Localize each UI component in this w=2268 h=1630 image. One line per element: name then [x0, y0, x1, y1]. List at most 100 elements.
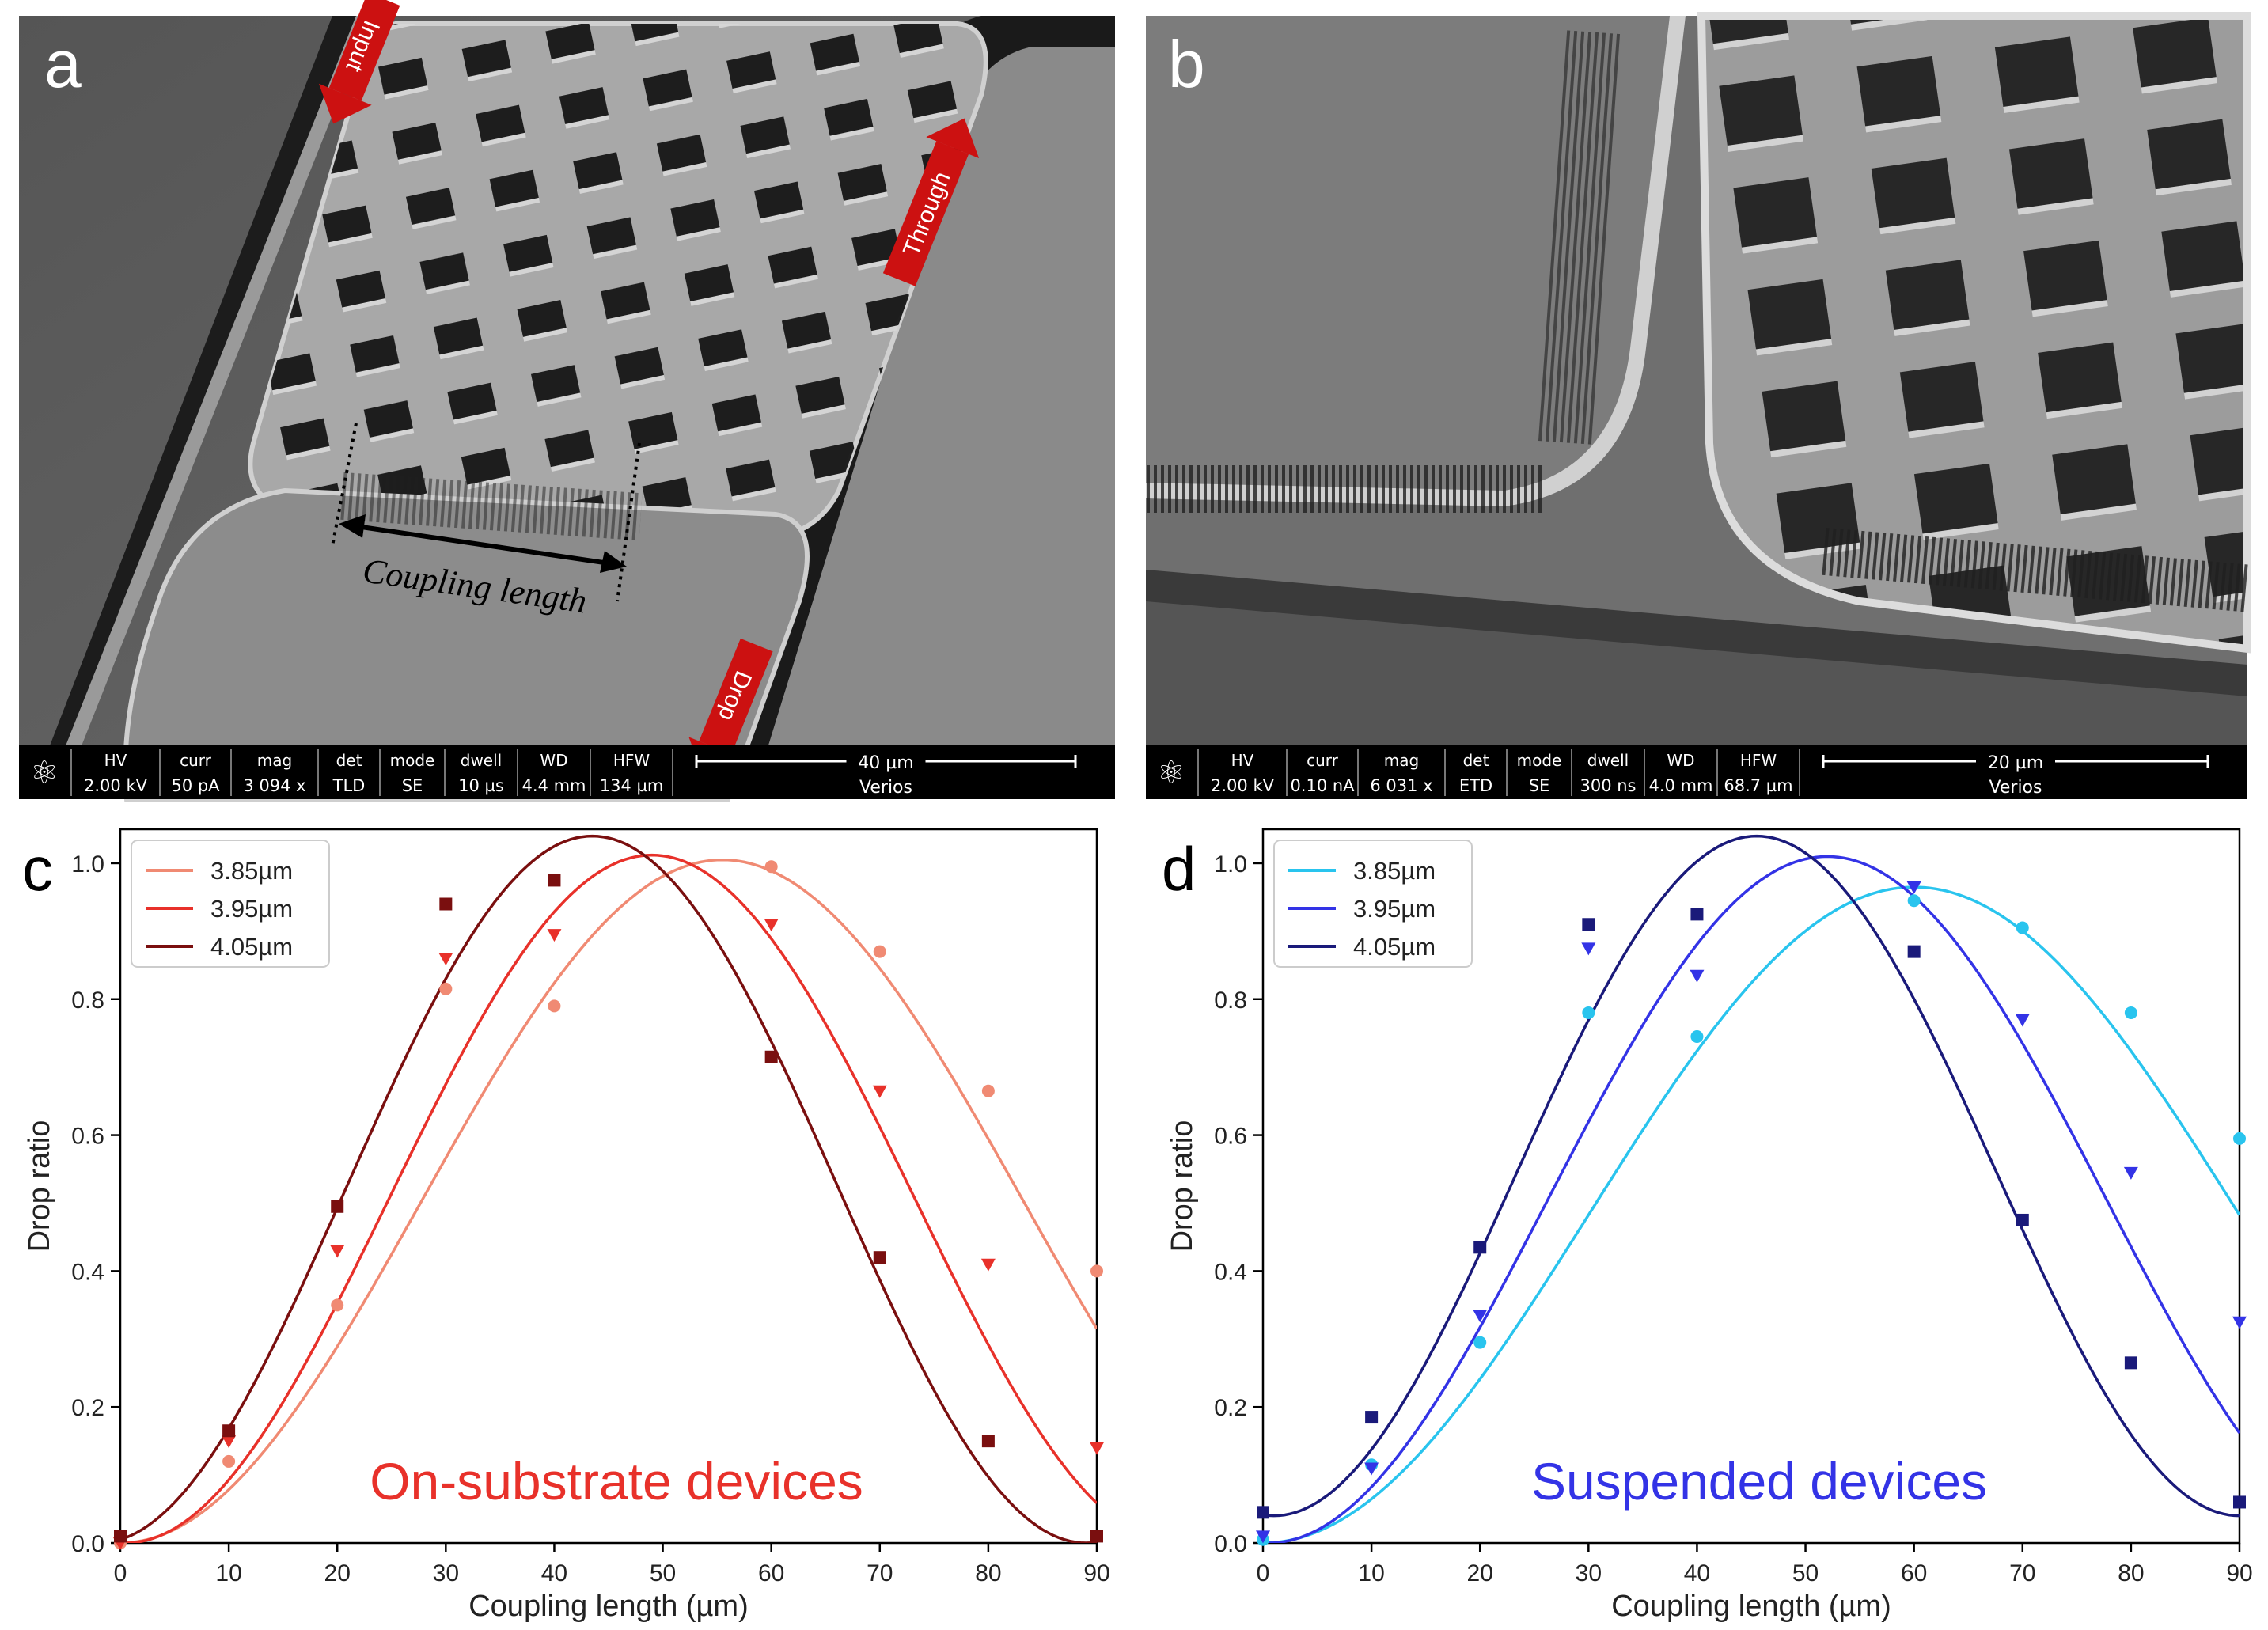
y-tick-label: 0.4 — [1214, 1259, 1247, 1285]
fit-curve-3 — [120, 834, 1097, 1543]
x-tick-label: 50 — [1792, 1560, 1819, 1586]
legend-label-2: 3.95µm — [1353, 895, 1436, 923]
x-tick-label: 90 — [1083, 1560, 1109, 1586]
data-point-s2 — [547, 929, 562, 942]
data-point-s3 — [1090, 1530, 1103, 1543]
x-tick-label: 60 — [1901, 1560, 1927, 1586]
fei-logo-icon: ⚛ — [1157, 756, 1185, 790]
databar-header-det: det — [336, 751, 362, 770]
databar-header-wd: WD — [1667, 751, 1694, 770]
x-tick-label: 80 — [2118, 1560, 2144, 1586]
x-tick-label: 10 — [215, 1560, 241, 1586]
scale-label-bg — [846, 750, 926, 772]
data-point-s1 — [439, 982, 453, 995]
data-point-s3 — [1907, 945, 1921, 958]
scale-label: 20 µm — [1988, 753, 2043, 773]
chart-d: 0 10 20 30 40 50 60 70 80 90 0.0 0.2 0.4 0.6 0.8 1.0 Cou… — [1166, 828, 2253, 1623]
y-tick-label: 0.4 — [71, 1259, 104, 1285]
databar-header-wd: WD — [540, 751, 567, 770]
data-point-s3 — [331, 1200, 344, 1213]
databar-header-mag: mag — [1384, 751, 1419, 770]
y-tick-label: 0.2 — [1214, 1395, 1247, 1421]
y-axis-label: Drop ratio — [23, 1120, 56, 1253]
panel-b: b ⚛ HV 2.00 kV curr 0.10 nA mag 6 031 x det ETD m… — [1146, 12, 2251, 799]
databar-value-hv: 2.00 kV — [84, 776, 148, 795]
fit-curve-1 — [1263, 885, 2240, 1543]
databar-value-mag: 3 094 x — [243, 776, 305, 795]
data-point-s3 — [222, 1424, 236, 1438]
y-tick-label: 0.6 — [71, 1124, 104, 1150]
databar-header-hv: HV — [104, 751, 127, 770]
x-axis-label: Coupling length (µm) — [468, 1590, 749, 1623]
databar-value-mode: SE — [402, 776, 423, 795]
x-tick-label: 20 — [1467, 1560, 1493, 1586]
data-point-s3 — [114, 1530, 127, 1543]
data-point-s1 — [764, 860, 778, 874]
data-point-s2 — [2232, 1316, 2247, 1329]
data-point-s3 — [1365, 1411, 1379, 1424]
y-tick-label: 1.0 — [1214, 851, 1247, 878]
data-point-s3 — [2233, 1495, 2246, 1509]
fit-curves — [120, 834, 1097, 1543]
databar-value-dwell: 10 µs — [458, 776, 504, 795]
y-tick-label: 0.0 — [71, 1531, 104, 1557]
databar-header-dwell: dwell — [1587, 751, 1629, 770]
data-point-s3 — [1257, 1506, 1269, 1519]
data-point-s1 — [2016, 921, 2029, 934]
databar-header-hv: HV — [1231, 751, 1254, 770]
data-point-s2 — [2015, 1014, 2030, 1027]
data-point-s1 — [981, 1084, 995, 1097]
data-point-s3 — [873, 1251, 886, 1264]
databar-value-wd: 4.4 mm — [522, 776, 586, 795]
data-point-s2 — [330, 1245, 345, 1258]
data-point-s3 — [439, 897, 453, 911]
fit-curve-3 — [1263, 834, 2240, 1518]
data-point-s1 — [1907, 894, 1921, 908]
legend-label-3: 4.05µm — [210, 933, 293, 961]
databar-bg — [19, 745, 1115, 799]
chart-annotation: On-substrate devices — [370, 1452, 863, 1511]
data-point-s3 — [548, 874, 561, 887]
databar-header-hfw: HFW — [613, 751, 650, 770]
databar-value-hv: 2.00 kV — [1211, 776, 1275, 795]
data-point-s3 — [2016, 1213, 2029, 1226]
databar-value-hfw: 68.7 µm — [1724, 776, 1792, 795]
fit-curves — [1263, 834, 2240, 1543]
x-tick-label: 90 — [2226, 1560, 2252, 1586]
panel-letter-b: b — [1168, 27, 1205, 101]
legend-label-1: 3.85µm — [210, 857, 293, 885]
data-point-s2 — [1364, 1462, 1379, 1476]
x-axis-label: Coupling length (µm) — [1611, 1590, 1891, 1623]
data-point-s3 — [1690, 908, 1704, 921]
x-tick-label: 70 — [867, 1560, 893, 1586]
databar-header-mag: mag — [257, 751, 292, 770]
chart-c: 0 10 20 30 40 50 60 70 80 90 0.0 0.2 0.4 0.6 0.8 1.0 Cou… — [23, 828, 1110, 1623]
data-point-s3 — [2124, 1356, 2137, 1370]
x-tick-label: 0 — [114, 1560, 127, 1586]
y-tick-label: 1.0 — [71, 851, 104, 878]
data-point-s1 — [2124, 1006, 2137, 1019]
data-point-s1 — [331, 1298, 344, 1312]
x-tick-label: 60 — [758, 1560, 784, 1586]
data-point-s2 — [2123, 1166, 2138, 1180]
databar-value-mag: 6 031 x — [1370, 776, 1432, 795]
databar-value-det: ETD — [1459, 776, 1492, 795]
x-tick-label: 50 — [650, 1560, 676, 1586]
x-tick-label: 40 — [1684, 1560, 1710, 1586]
legend-label-1: 3.85µm — [1353, 857, 1436, 885]
databar-header-hfw: HFW — [1740, 751, 1777, 770]
y-tick-label: 0.8 — [71, 987, 104, 1014]
databar-header-det: det — [1463, 751, 1489, 770]
fit-curve-1 — [120, 858, 1097, 1543]
fit-curve-2 — [120, 853, 1097, 1543]
databar-value-wd: 4.0 mm — [1649, 776, 1713, 795]
coupling-marker-left — [331, 423, 358, 547]
x-tick-label: 30 — [433, 1560, 459, 1586]
brand-label: Verios — [1989, 778, 2042, 798]
fit-curve-2 — [1263, 855, 2240, 1543]
data-point-s2 — [222, 1435, 237, 1449]
databar-header-mode: mode — [390, 751, 435, 770]
data-point-s2 — [1906, 881, 1921, 895]
databar-value-dwell: 300 ns — [1580, 776, 1636, 795]
data-point-s3 — [1582, 918, 1595, 931]
